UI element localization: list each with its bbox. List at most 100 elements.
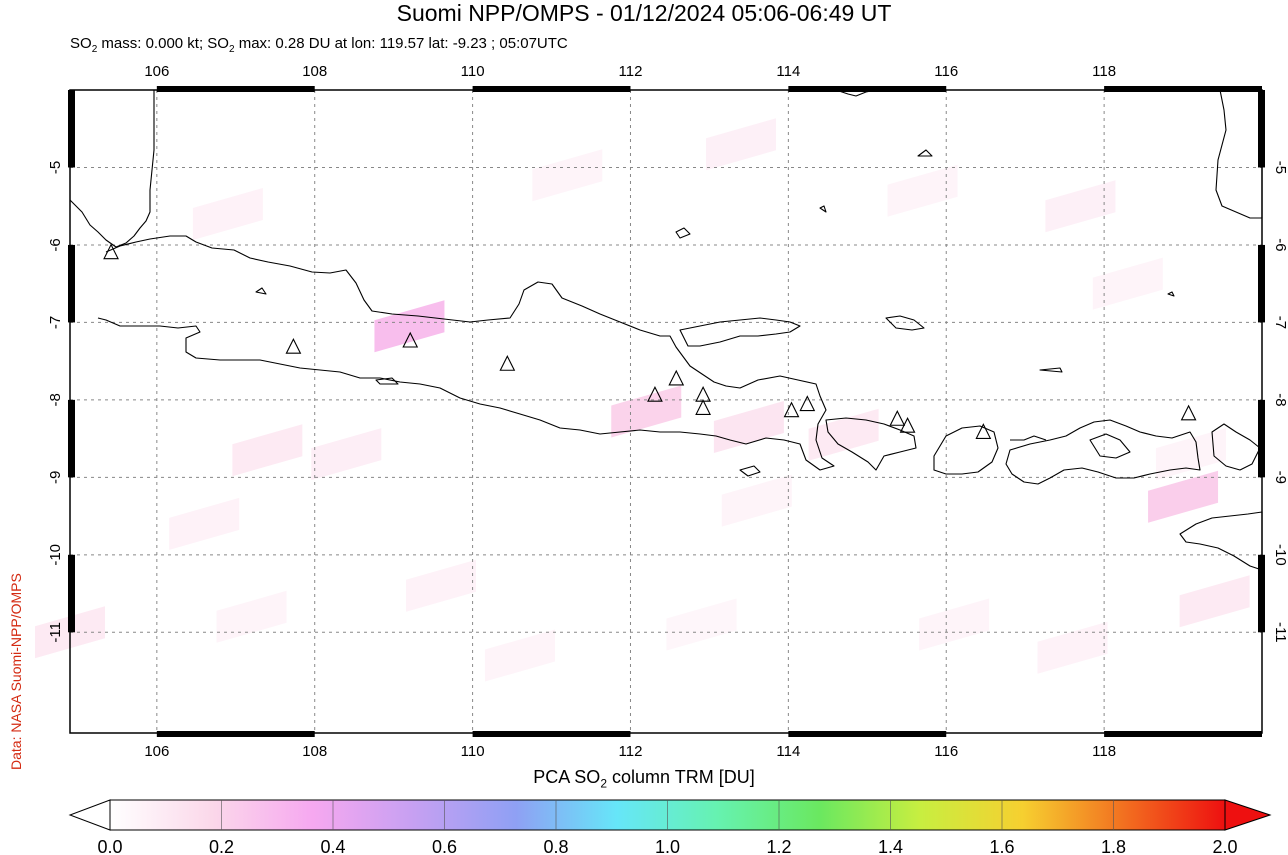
volcano-triangle-icon xyxy=(799,395,816,412)
lat-tick-label-right: -11 xyxy=(1272,622,1288,643)
lat-tick-label-right: -9 xyxy=(1272,471,1288,484)
frame-band-bottom xyxy=(1104,731,1262,737)
so2-cell xyxy=(721,474,792,527)
lat-tick-label-right: -6 xyxy=(1272,238,1288,251)
frame-band-right xyxy=(1258,399,1265,478)
colorbar-tick-label: 1.4 xyxy=(878,837,903,855)
lat-tick-label-right: -5 xyxy=(1272,161,1288,174)
so2-cell xyxy=(611,385,682,438)
lat-tick-label-left: -9 xyxy=(47,471,64,484)
so2-cell xyxy=(887,164,958,217)
lat-tick-label-left: -5 xyxy=(47,161,64,174)
volcano-triangle-icon xyxy=(899,416,916,433)
colorbar: 0.0 0.2 0.4 0.6 0.8 1.0 1.2 1.4 1.6 1.8 2.0 xyxy=(68,799,1272,855)
coastline-sumatra xyxy=(69,90,155,248)
coastline-sumbawa xyxy=(1005,419,1201,485)
so2-cell xyxy=(232,424,303,477)
lat-tick-label-left: -8 xyxy=(47,393,64,406)
colorbar-over-arrow xyxy=(1224,799,1272,831)
coastline-sumbawa-bay xyxy=(1089,433,1131,459)
so2-cell xyxy=(192,187,263,240)
lat-tick-label-left: -10 xyxy=(47,544,64,566)
coastline-sulawesi xyxy=(1215,89,1263,219)
colorbar-tick-label: 1.6 xyxy=(989,837,1014,855)
coastline-east-islands xyxy=(1211,423,1261,471)
so2-cell xyxy=(919,598,990,651)
lon-tick-label-top: 118 xyxy=(1092,63,1116,80)
map-grid xyxy=(70,90,1262,733)
so2-cell xyxy=(1037,621,1108,674)
lat-tick-label-left: -7 xyxy=(47,316,64,329)
colorbar-tick-label: 0.2 xyxy=(209,837,234,855)
coastline-lombok xyxy=(933,425,999,475)
colorbar-tick-label: 0.0 xyxy=(97,837,122,855)
lon-tick-label-bottom: 116 xyxy=(934,743,958,760)
coastline-small-4 xyxy=(1039,367,1063,373)
colorbar-tick-label: 1.0 xyxy=(655,837,680,855)
coastline-bali xyxy=(825,417,917,471)
so2-cell xyxy=(532,149,603,202)
lon-tick-label-top: 116 xyxy=(934,63,958,80)
coastline-java xyxy=(97,235,835,471)
lon-tick-label-top: 114 xyxy=(776,63,800,80)
volcano-triangle-icon xyxy=(695,386,711,402)
coastline-small-1 xyxy=(917,149,933,157)
lon-tick-label-bottom: 106 xyxy=(144,743,169,760)
colorbar-tick-label: 2.0 xyxy=(1212,837,1237,855)
lon-tick-label-top: 112 xyxy=(619,63,643,80)
so2-cell xyxy=(705,118,776,171)
frame-band-right xyxy=(1258,554,1265,633)
volcano-triangle-icon xyxy=(695,399,711,415)
so2-cell xyxy=(406,559,477,612)
lat-tick-label-right: -8 xyxy=(1272,393,1288,406)
frame-band-right xyxy=(1258,90,1265,168)
so2-cell xyxy=(1179,575,1250,628)
lat-tick-label-right: -7 xyxy=(1272,316,1288,329)
so2-cell xyxy=(484,629,555,682)
frame-band-bottom xyxy=(156,731,315,737)
volcano-triangle-icon xyxy=(889,410,906,426)
frame-band-left xyxy=(68,554,75,633)
lat-tick-label-left: -11 xyxy=(47,622,64,643)
lon-tick-label-bottom: 112 xyxy=(619,743,643,760)
coastline-sumba xyxy=(1179,511,1263,571)
frame-band-right xyxy=(1258,244,1265,323)
lon-tick-label-top: 110 xyxy=(461,63,485,80)
frame-band-top xyxy=(788,86,947,92)
so2-cell xyxy=(216,590,287,643)
colorbar-tick-label: 1.8 xyxy=(1101,837,1126,855)
coastline-karimun xyxy=(255,287,267,295)
frame-band-top xyxy=(156,86,315,92)
frame-band-left xyxy=(68,244,75,323)
so2-cell xyxy=(808,408,879,461)
volcano-triangle-icon xyxy=(285,337,302,354)
lon-tick-label-bottom: 114 xyxy=(776,743,800,760)
so2-cell xyxy=(1155,428,1226,481)
lon-tick-label-top: 108 xyxy=(302,63,327,80)
coastline-small-5 xyxy=(1010,435,1047,441)
volcano-triangle-icon xyxy=(783,401,800,418)
so2-summary: SO2 mass: 0.000 kt; SO2 max: 0.28 DU at … xyxy=(70,35,568,55)
so2-cell xyxy=(666,598,737,651)
colorbar-tick-label: 0.8 xyxy=(543,837,568,855)
volcano-markers xyxy=(103,243,1197,439)
lon-tick-label-bottom: 110 xyxy=(461,743,485,760)
frame-band-left xyxy=(68,90,75,168)
so2-cell xyxy=(1092,257,1163,310)
lon-tick-label-bottom: 108 xyxy=(302,743,327,760)
lat-tick-label-right: -10 xyxy=(1272,544,1288,566)
coastline-small-3 xyxy=(1167,291,1175,297)
so2-cell xyxy=(169,497,240,550)
volcano-triangle-icon xyxy=(1180,404,1197,421)
coastline-nusakambangan xyxy=(375,377,399,385)
lat-tick-label-left: -6 xyxy=(47,238,64,251)
lon-tick-label-bottom: 118 xyxy=(1092,743,1116,760)
coastline-small-2 xyxy=(819,205,827,213)
frame-band-bottom xyxy=(788,731,947,737)
colorbar-tick-label: 0.6 xyxy=(432,837,457,855)
so2-cell xyxy=(1045,180,1116,233)
frame-band-top xyxy=(472,86,631,92)
map-title: Suomi NPP/OMPS - 01/12/2024 05:06-06:49 … xyxy=(396,0,892,26)
map-frame xyxy=(68,86,1265,737)
axis-tick-labels: 106 106 108 108 110 110 112 112 114 114 116 116 118 1… xyxy=(47,63,1288,760)
